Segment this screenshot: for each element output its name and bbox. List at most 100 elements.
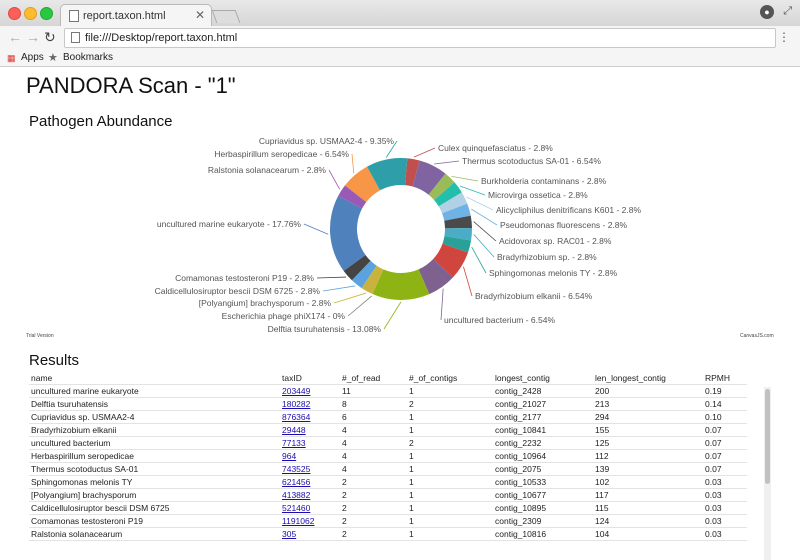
taxid-link[interactable]: 876364: [282, 412, 311, 422]
cell-rpmh: 0.03: [703, 514, 747, 528]
taxid-link[interactable]: 203449: [282, 386, 311, 396]
donut-slice[interactable]: [351, 260, 377, 289]
donut-slice[interactable]: [433, 243, 468, 278]
taxid-link[interactable]: 621456: [282, 477, 311, 487]
taxid-link[interactable]: 413882: [282, 490, 311, 500]
donut-slice[interactable]: [438, 192, 468, 214]
label-leader-line: [322, 285, 356, 292]
bookmark-bookmarks[interactable]: Bookmarks: [63, 52, 114, 63]
close-window-button[interactable]: [8, 7, 21, 20]
donut-slice[interactable]: [372, 269, 430, 300]
cell-name: Ralstonia solanacearum: [29, 527, 280, 541]
window-titlebar: report.taxon.html ✕ ● ⤢: [0, 0, 800, 27]
donut-slice[interactable]: [434, 182, 462, 207]
donut-slice[interactable]: [361, 265, 384, 295]
address-url[interactable]: file:///Desktop/report.taxon.html: [85, 32, 238, 44]
trial-version-text: Trial Version: [26, 333, 54, 339]
slice-label: Escherichia phage phiX174 - 0%: [222, 311, 346, 321]
donut-slice[interactable]: [404, 158, 420, 187]
donut-slice[interactable]: [330, 195, 366, 271]
donut-slice[interactable]: [343, 254, 371, 281]
reload-icon[interactable]: ↻: [44, 29, 56, 45]
label-leader-line: [333, 292, 367, 304]
cell-longest-contig: contig_10677: [493, 488, 593, 502]
cell-taxid: 621456: [280, 475, 340, 489]
donut-slice[interactable]: [412, 160, 446, 195]
minimize-window-button[interactable]: [24, 7, 37, 20]
taxid-link[interactable]: 521460: [282, 503, 311, 513]
bookmark-apps[interactable]: Apps: [21, 52, 44, 63]
cell-contigs: 1: [407, 410, 493, 424]
donut-slice[interactable]: [444, 228, 472, 241]
pathogen-donut-chart: Culex quinquefasciatus - 2.8% Thermus sco…: [155, 136, 642, 334]
donut-slice[interactable]: [338, 185, 367, 209]
donut-slice[interactable]: [444, 215, 472, 229]
cell-taxid: 180282: [280, 397, 340, 411]
profile-icon[interactable]: ●: [760, 5, 774, 19]
table-row: Comamonas testosteroni P19 1191062 2 1 conti…: [29, 514, 747, 528]
label-leader-line: [351, 153, 355, 174]
table-row: Sphingomonas melonis TY 621456 2 1 contig_10…: [29, 475, 747, 489]
donut-slice[interactable]: [418, 258, 453, 295]
cell-contigs: 1: [407, 423, 493, 437]
cell-reads: 8: [340, 397, 407, 411]
cell-taxid: 876364: [280, 410, 340, 424]
taxid-link[interactable]: 29448: [282, 425, 306, 435]
fullscreen-icon[interactable]: ⤢: [783, 5, 792, 17]
apps-icon[interactable]: ▦: [7, 53, 16, 63]
cell-len-longest: 294: [593, 410, 703, 424]
menu-icon[interactable]: ⋮: [778, 30, 790, 44]
slice-label: Delftia tsuruhatensis - 13.08%: [268, 324, 382, 334]
scrollbar-thumb[interactable]: [765, 389, 770, 484]
label-leader-line: [303, 223, 329, 235]
donut-slice[interactable]: [442, 203, 471, 221]
cell-rpmh: 0.19: [703, 384, 747, 398]
cell-reads: 4: [340, 436, 407, 450]
slice-label: Thermus scotoductus SA-01 - 6.54%: [462, 156, 601, 166]
browser-tab[interactable]: report.taxon.html ✕: [60, 4, 212, 27]
taxid-link[interactable]: 743525: [282, 464, 311, 474]
table-row: Thermus scotoductus SA-01 743525 4 1 contig_…: [29, 462, 747, 476]
cell-name: Herbaspirillum seropedicae: [29, 449, 280, 463]
donut-slice[interactable]: [442, 236, 472, 253]
canvasjs-credit[interactable]: CanvasJS.com: [740, 333, 774, 339]
slice-label: Pseudomonas fluorescens - 2.8%: [500, 220, 628, 230]
back-icon[interactable]: ←: [8, 29, 22, 45]
taxid-link[interactable]: 77133: [282, 438, 306, 448]
new-tab-button[interactable]: [211, 10, 241, 23]
cell-name: Sphingomonas melonis TY: [29, 475, 280, 489]
cell-reads: 2: [340, 501, 407, 515]
taxid-link[interactable]: 180282: [282, 399, 311, 409]
cell-rpmh: 0.07: [703, 436, 747, 450]
slice-label: Cupriavidus sp. USMAA2-4 - 9.35%: [259, 136, 395, 146]
table-scrollbar[interactable]: [764, 387, 771, 560]
cell-longest-contig: contig_21027: [493, 397, 593, 411]
donut-slice[interactable]: [344, 166, 380, 202]
label-leader-line: [466, 196, 494, 211]
slice-label: Bradyrhizobium elkanii - 6.54%: [475, 291, 593, 301]
label-leader-line: [471, 246, 487, 274]
donut-slice[interactable]: [367, 158, 408, 191]
maximize-window-button[interactable]: [40, 7, 53, 20]
cell-rpmh: 0.07: [703, 462, 747, 476]
label-leader-line: [434, 160, 460, 165]
cell-taxid: 743525: [280, 462, 340, 476]
cell-longest-contig: contig_10841: [493, 423, 593, 437]
forward-icon[interactable]: →: [26, 29, 40, 45]
address-bar[interactable]: file:///Desktop/report.taxon.html: [64, 28, 776, 48]
taxid-link[interactable]: 964: [282, 451, 297, 461]
star-icon: ★: [48, 52, 58, 64]
donut-slice[interactable]: [428, 173, 455, 201]
cell-reads: 2: [340, 514, 407, 528]
label-leader-line: [328, 169, 341, 190]
cell-rpmh: 0.07: [703, 449, 747, 463]
header-name: name: [29, 372, 280, 385]
tab-close-icon[interactable]: ✕: [194, 8, 205, 22]
cell-name: Caldicellulosiruptor bescii DSM 6725: [29, 501, 280, 515]
cell-len-longest: 200: [593, 384, 703, 398]
cell-rpmh: 0.03: [703, 527, 747, 541]
taxid-link[interactable]: 305: [282, 529, 297, 539]
cell-longest-contig: contig_2232: [493, 436, 593, 450]
browser-toolbar: ← → ↻ file:///Desktop/report.taxon.html …: [0, 26, 800, 50]
taxid-link[interactable]: 1191062: [282, 516, 315, 526]
